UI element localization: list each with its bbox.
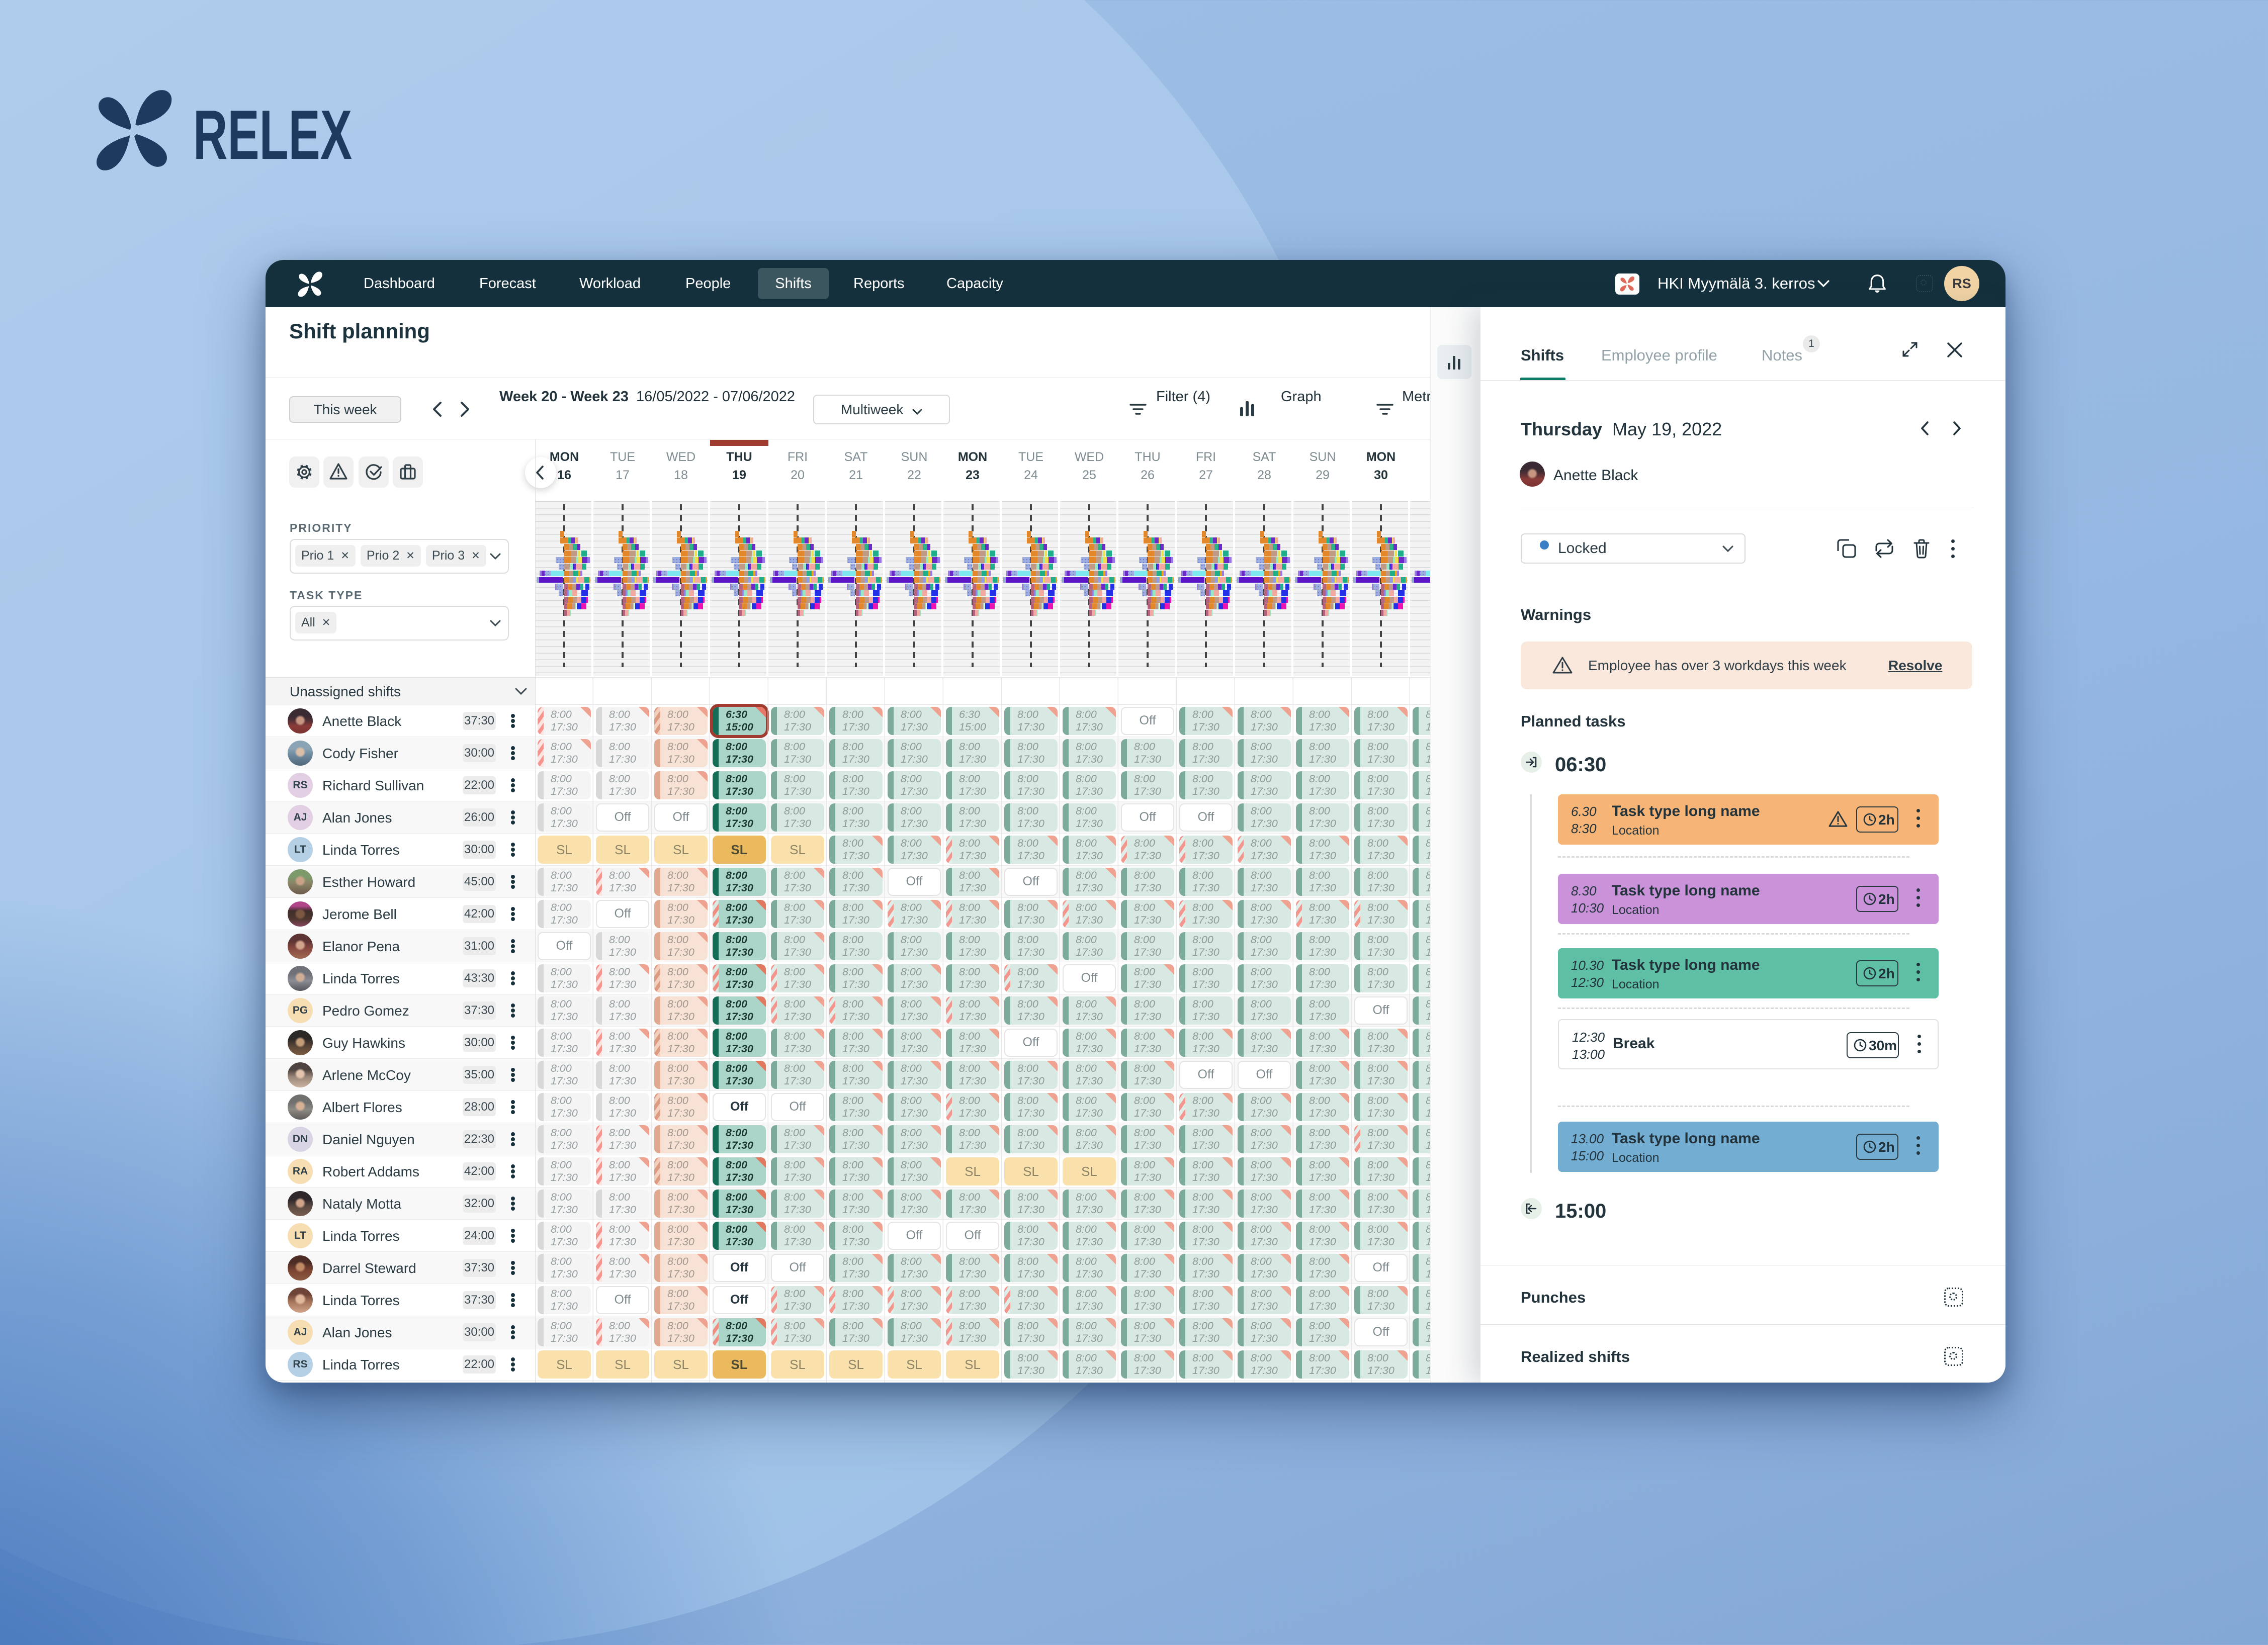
- svg-text:RELEX: RELEX: [193, 96, 352, 172]
